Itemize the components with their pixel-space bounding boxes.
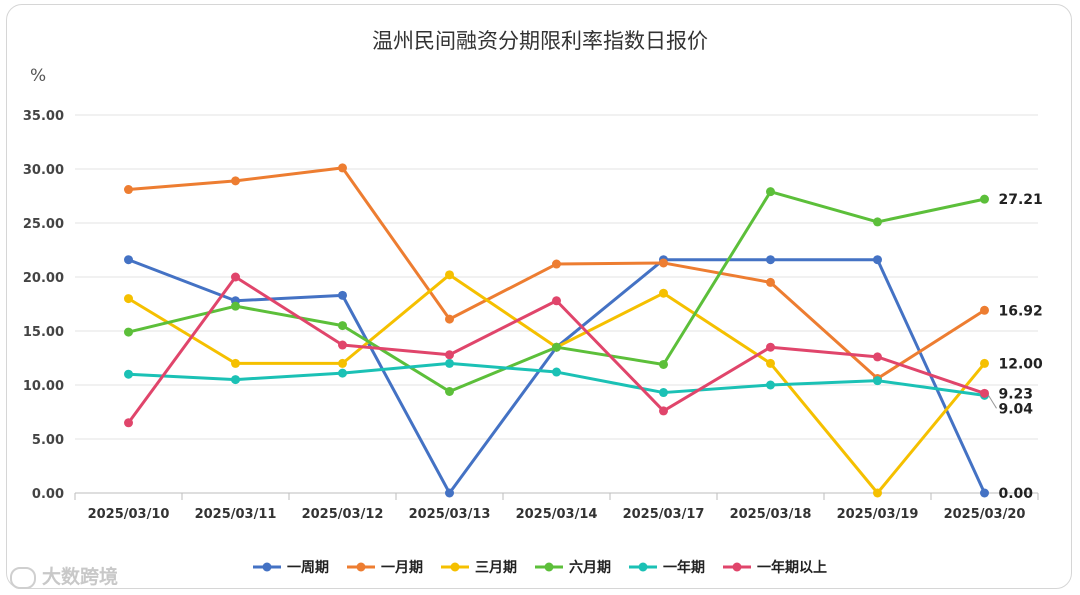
data-point bbox=[124, 369, 133, 379]
data-point bbox=[873, 217, 882, 227]
y-tick-label: 35.00 bbox=[23, 109, 64, 124]
x-tick-label: 2025/03/17 bbox=[623, 507, 705, 522]
data-point bbox=[766, 358, 775, 368]
data-point bbox=[552, 259, 561, 269]
end-value-label: 9.23 bbox=[999, 386, 1034, 402]
x-tick-label: 2025/03/11 bbox=[195, 507, 277, 522]
data-point bbox=[445, 314, 454, 324]
data-point bbox=[124, 185, 133, 195]
data-point bbox=[124, 255, 133, 265]
legend-label: 六月期 bbox=[569, 559, 611, 576]
data-point bbox=[231, 301, 240, 311]
y-axis-unit: % bbox=[30, 66, 46, 86]
legend-marker bbox=[450, 562, 460, 572]
data-point bbox=[873, 488, 882, 498]
data-point bbox=[873, 376, 882, 386]
x-tick-labels: 2025/03/10 2025/03/11 2025/03/12 2025/03/13… bbox=[88, 507, 1026, 522]
legend-marker bbox=[638, 562, 648, 572]
data-point bbox=[445, 488, 454, 498]
data-point bbox=[124, 327, 133, 337]
data-point bbox=[124, 418, 133, 428]
data-point bbox=[766, 380, 775, 390]
legend-label: 三月期 bbox=[475, 560, 517, 576]
data-point bbox=[659, 258, 668, 268]
data-point bbox=[873, 352, 882, 362]
data-point bbox=[552, 296, 561, 306]
grid-lines bbox=[74, 114, 1039, 500]
data-point bbox=[231, 375, 240, 385]
y-tick-label: 25.00 bbox=[23, 217, 64, 232]
data-point bbox=[980, 388, 989, 398]
data-point bbox=[980, 358, 989, 368]
label-leader-line bbox=[988, 395, 997, 409]
end-value-label: 0.00 bbox=[999, 486, 1034, 502]
data-point bbox=[124, 294, 133, 304]
series-line bbox=[127, 273, 986, 495]
data-point bbox=[766, 255, 775, 265]
y-tick-label: 30.00 bbox=[23, 163, 64, 178]
data-point bbox=[980, 305, 989, 315]
data-point bbox=[338, 290, 347, 300]
y-tick-label: 10.00 bbox=[23, 379, 64, 394]
data-point bbox=[445, 386, 454, 396]
legend-label: 一年期以上 bbox=[757, 559, 827, 576]
data-point bbox=[231, 358, 240, 368]
chat-bubble-icon bbox=[10, 566, 36, 589]
data-point bbox=[659, 388, 668, 398]
legend: 一周期 一月期 三月期 六月期 一年期 一年期以上 bbox=[253, 559, 827, 576]
data-point bbox=[659, 288, 668, 298]
x-tick-label: 2025/03/20 bbox=[944, 507, 1026, 522]
data-point bbox=[552, 342, 561, 352]
y-tick-label: 20.00 bbox=[23, 271, 64, 286]
data-point bbox=[980, 194, 989, 204]
end-value-label: 16.92 bbox=[999, 303, 1043, 319]
data-point bbox=[445, 270, 454, 280]
x-tick-label: 2025/03/10 bbox=[88, 507, 170, 522]
x-tick-label: 2025/03/12 bbox=[302, 507, 384, 522]
data-point bbox=[231, 176, 240, 186]
legend-marker bbox=[732, 562, 742, 572]
data-point bbox=[766, 187, 775, 197]
legend-label: 一周期 bbox=[287, 560, 329, 576]
end-labels: 27.21 16.92 12.00 9.239.04 0.00 bbox=[988, 192, 1044, 502]
data-point bbox=[231, 272, 240, 282]
data-point bbox=[659, 406, 668, 416]
data-point bbox=[552, 367, 561, 377]
data-point bbox=[338, 358, 347, 368]
end-value-label: 27.21 bbox=[999, 192, 1043, 208]
data-point bbox=[766, 277, 775, 287]
x-tick-label: 2025/03/14 bbox=[516, 507, 598, 522]
data-point bbox=[873, 255, 882, 265]
data-point bbox=[445, 350, 454, 360]
watermark-text: 大数跨境 bbox=[42, 566, 119, 588]
data-point bbox=[659, 359, 668, 369]
chart-title: 温州民间融资分期限利率指数日报价 bbox=[372, 29, 708, 53]
legend-marker bbox=[262, 562, 272, 572]
y-tick-label: 5.00 bbox=[32, 433, 64, 448]
end-value-label: 9.04 bbox=[999, 401, 1034, 417]
legend-label: 一年期 bbox=[663, 559, 705, 576]
legend-marker bbox=[544, 562, 554, 572]
data-point bbox=[338, 368, 347, 378]
series-lines bbox=[124, 163, 989, 498]
watermark: 大数跨境 bbox=[10, 562, 118, 589]
y-tick-labels: 0.00 5.00 10.00 15.00 20.00 25.00 30.00 35.00 bbox=[23, 109, 64, 502]
data-point bbox=[338, 321, 347, 331]
y-tick-label: 0.00 bbox=[32, 487, 64, 502]
legend-label: 一月期 bbox=[381, 560, 423, 576]
x-tick-label: 2025/03/18 bbox=[730, 507, 812, 522]
y-tick-label: 15.00 bbox=[23, 325, 64, 340]
x-tick-label: 2025/03/19 bbox=[837, 507, 919, 522]
data-point bbox=[338, 163, 347, 173]
data-point bbox=[338, 340, 347, 350]
data-point bbox=[445, 358, 454, 368]
x-tick-label: 2025/03/13 bbox=[409, 507, 491, 522]
data-point bbox=[980, 488, 989, 498]
legend-marker bbox=[356, 562, 366, 572]
data-point bbox=[766, 342, 775, 352]
end-value-label: 12.00 bbox=[999, 356, 1044, 372]
